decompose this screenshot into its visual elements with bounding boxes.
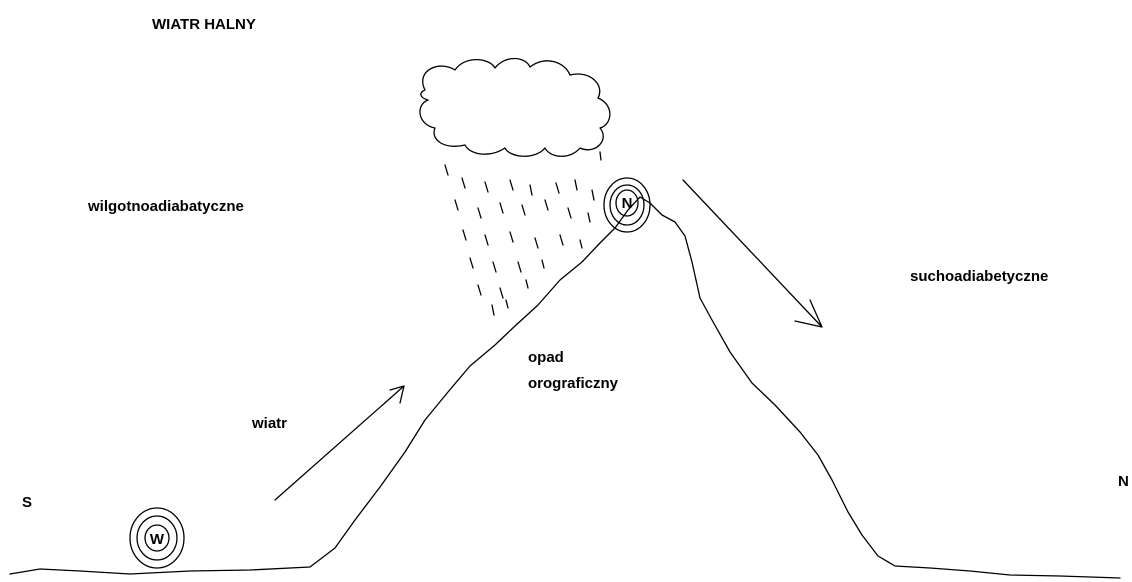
diagram-title: WIATR HALNY	[152, 16, 256, 33]
high-center-label: N	[622, 195, 633, 212]
precipitation-label: opad	[528, 349, 564, 366]
precipitation-label: orograficzny	[528, 375, 619, 392]
background	[0, 0, 1132, 582]
zone-label: suchoadiabetyczne	[910, 268, 1048, 285]
direction-label: S	[22, 494, 32, 511]
direction-label: N	[1118, 473, 1129, 490]
wind-label: wiatr	[251, 415, 287, 432]
low-center-label: W	[150, 531, 165, 548]
diagram: W N WIATR HALNY wilgotnoadiabatyczne suc…	[0, 0, 1132, 582]
zone-label: wilgotnoadiabatyczne	[87, 198, 244, 215]
